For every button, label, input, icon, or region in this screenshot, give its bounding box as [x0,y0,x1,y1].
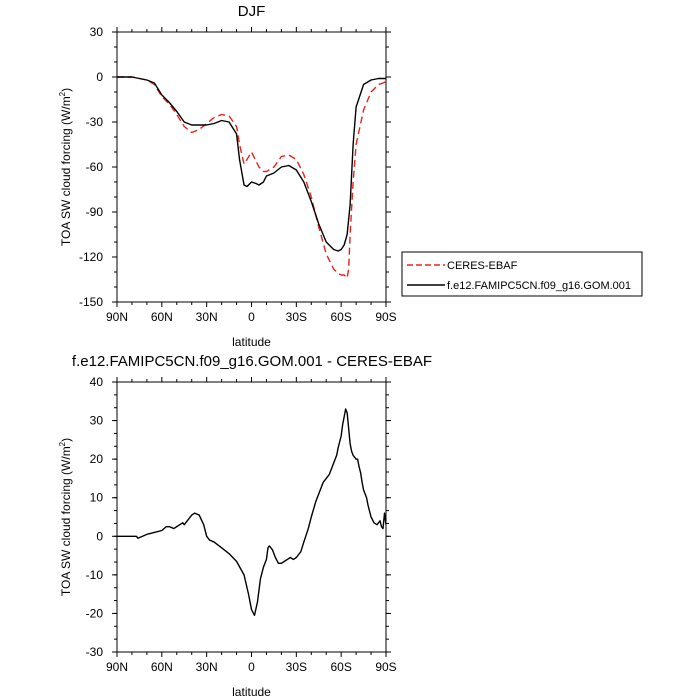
legend-box [401,251,643,297]
y-axis-label-main: TOA SW cloud forcing (W/m [59,96,73,246]
y-tick-label: 30 [90,414,104,428]
y-axis-label-main: TOA SW cloud forcing (W/m [59,446,73,596]
y-tick-label: -90 [86,205,104,219]
x-tick-label: 30S [286,660,307,674]
y-tick-label: -30 [86,115,104,129]
series-line-1 [117,408,386,617]
y-tick-label: 0 [96,70,103,84]
y-tick-label: 40 [90,375,104,389]
x-tick-label: 0 [248,310,255,324]
y-tick-label: 20 [90,452,104,466]
y-axis-label-close: ) [59,88,73,92]
y-axis-label-close: ) [59,438,73,442]
x-tick-label: 60S [330,310,351,324]
y-tick-label: 10 [90,491,104,505]
y-axis-label: TOA SW cloud forcing (W/m2) [58,438,73,596]
y-tick-label: -20 [86,606,104,620]
y-axis-label-sup: 2 [58,91,67,96]
series-line-2 [117,76,386,252]
x-tick-label: 60N [151,310,173,324]
x-tick-label: 90S [375,660,396,674]
y-axis-label: TOA SW cloud forcing (W/m2) [58,88,73,246]
x-tick-label: 30N [196,310,218,324]
y-tick-label: -60 [86,160,104,174]
x-tick-label: 0 [248,660,255,674]
x-axis-label: latitude [232,685,271,699]
y-tick-label: -10 [86,568,104,582]
y-tick-label: -30 [86,645,104,659]
legend-label-2: f.e12.FAMIPC5CN.f09_g16.GOM.001 [447,280,631,292]
y-tick-label: -150 [79,295,103,309]
x-tick-label: 90S [375,310,396,324]
y-tick-label: -120 [79,250,103,264]
x-tick-label: 90N [106,310,128,324]
x-tick-label: 30N [196,660,218,674]
series-line-1 [117,76,386,279]
x-tick-label: 60S [330,660,351,674]
chart-title: DJF [238,3,266,20]
chart-title: f.e12.FAMIPC5CN.f09_g16.GOM.001 - CERES-… [72,353,432,370]
y-tick-label: 30 [90,25,104,39]
x-axis-label: latitude [232,335,271,349]
x-tick-label: 90N [106,660,128,674]
y-axis-label-sup: 2 [58,441,67,446]
legend: CERES-EBAF f.e12.FAMIPC5CN.f09_g16.GOM.00… [401,251,643,297]
plot-frame [116,381,387,653]
x-tick-label: 30S [286,310,307,324]
chart-panel-1: DJF 90N 60N 30N 0 30S 60S 90S 30 0 -30 -60 -90 -120 -1… [58,3,643,349]
y-tick-label: 0 [96,529,103,543]
x-tick-label: 60N [151,660,173,674]
legend-label-1: CERES-EBAF [447,260,518,272]
chart-panel-2: f.e12.FAMIPC5CN.f09_g16.GOM.001 - CERES-… [58,353,432,699]
plot-frame [116,31,387,303]
